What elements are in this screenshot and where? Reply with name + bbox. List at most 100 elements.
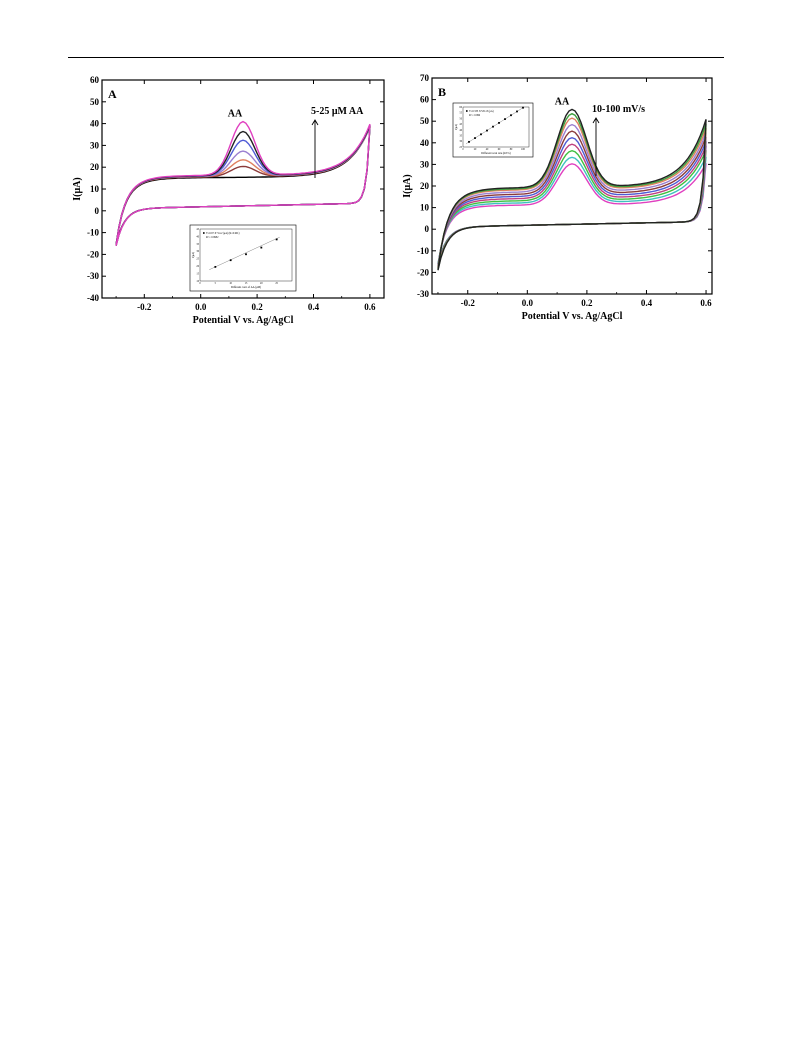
- inset-data-point: [214, 265, 217, 268]
- inset-data-point: [498, 121, 500, 124]
- inset-data-point: [245, 253, 247, 256]
- cv-series-7: [115, 120, 371, 246]
- inset-data-point: [486, 129, 488, 132]
- y-tick-label: 60: [90, 75, 100, 85]
- inset-x-tick-label: 20: [260, 282, 263, 285]
- inset-x-axis-label: Different scan rate (mV/s): [481, 152, 510, 155]
- panel-label: B: [438, 85, 446, 99]
- chart-a-svg: -0.2 0.0 0.2 0.4 0.6-40-30-20-10010203040506…: [72, 75, 385, 326]
- y-axis-label: I(μA): [72, 177, 83, 200]
- y-tick-label: 30: [420, 159, 430, 169]
- x-tick-label: -0.2: [461, 298, 476, 308]
- inset-y-axis-label: I(μA): [455, 124, 458, 130]
- y-tick-label: 10: [90, 184, 100, 194]
- inset-x-tick-label: 10: [229, 282, 232, 285]
- inset-y-tick-label: 25: [196, 258, 199, 261]
- trend-arrow-label: 10-100 mV/s: [592, 104, 645, 115]
- inset-legend-marker: [203, 232, 205, 234]
- inset-y-tick-label: 45: [459, 123, 462, 126]
- inset-legend-entry: R² = 0.9982: [206, 236, 219, 239]
- y-tick-label: -30: [417, 289, 429, 299]
- peak-label: AA: [228, 109, 243, 120]
- header-rule: [68, 57, 724, 58]
- inset-fit-line: [209, 236, 280, 270]
- chart-panel-a: -0.2 0.0 0.2 0.4 0.6 -40 -30 -20 -10 0 10 20 30 40 50 6…: [72, 70, 390, 340]
- inset-x-tick-label: 25: [275, 282, 278, 285]
- inset-y-tick-label: 60: [459, 106, 462, 109]
- inset-y-tick-label: 30: [196, 250, 199, 253]
- x-tick-label: 0.6: [700, 298, 712, 308]
- inset-x-tick-label: 100: [521, 148, 526, 151]
- inset-y-tick-label: 40: [459, 129, 462, 132]
- peak-label: AA: [555, 96, 570, 107]
- y-tick-label: 50: [420, 116, 430, 126]
- inset-data-point: [516, 110, 518, 113]
- inset-y-tick-label: 30: [459, 140, 462, 143]
- inset-y-tick-label: 15: [196, 272, 199, 275]
- x-axis-label: Potential V vs. Ag/AgCl: [522, 311, 623, 322]
- inset-plot-frame: [462, 106, 530, 148]
- y-tick-label: 40: [90, 119, 100, 129]
- y-tick-label: 0: [425, 224, 430, 234]
- x-tick-label: -0.2: [137, 302, 152, 312]
- y-tick-label: 40: [420, 138, 430, 148]
- inset-legend-marker: [466, 110, 468, 112]
- y-tick-label: -10: [87, 228, 99, 238]
- inset-x-tick-label: 80: [510, 148, 513, 151]
- y-tick-label: 30: [90, 140, 100, 150]
- x-axis-label: Potential V vs. Ag/AgCl: [193, 315, 294, 326]
- y-tick-label: 50: [90, 97, 100, 107]
- inset-data-point: [275, 238, 278, 241]
- y-tick-label: 60: [420, 95, 430, 105]
- inset-data-point: [492, 125, 494, 128]
- y-tick-label: 70: [420, 73, 430, 83]
- inset-x-axis-label: Different conc of AA (μM): [231, 286, 261, 289]
- inset-data-point: [468, 140, 470, 143]
- x-tick-label: 0.0: [522, 298, 534, 308]
- panel-label: A: [108, 87, 117, 101]
- cv-series-10: [437, 108, 707, 271]
- inset-frame: [189, 224, 297, 292]
- inset-x-tick-label: 0: [199, 282, 201, 285]
- inset-y-tick-label: 40: [196, 235, 199, 238]
- inset-frame: [452, 102, 534, 158]
- trend-arrow-label: 5-25 μM AA: [311, 106, 364, 117]
- inset-y-axis-label: I(μA): [192, 252, 195, 258]
- cv-series-2: [437, 156, 707, 264]
- inset-x-tick-label: 0: [462, 148, 464, 151]
- inset-y-tick-label: 35: [459, 134, 462, 137]
- inset-data-point: [474, 137, 476, 139]
- chart-panel-b: -0.2 0.0 0.2 0.4 0.6 -30 -20 -10 0 10 20 30 40 50 60 70…: [393, 70, 728, 340]
- y-tick-label: 20: [90, 162, 100, 172]
- inset-plot-frame: [199, 228, 293, 282]
- y-tick-label: 0: [95, 206, 100, 216]
- inset-legend-entry: R² = 0.999: [469, 114, 481, 117]
- y-tick-label: -20: [87, 249, 99, 259]
- inset-legend-entry: Y=0.333 X+26.13 (μA): [469, 110, 494, 113]
- inset-y-tick-label: 25: [459, 146, 462, 149]
- inset-x-tick-label: 15: [245, 282, 248, 285]
- inset-y-tick-label: 35: [196, 243, 199, 246]
- inset-x-tick-label: 60: [498, 148, 501, 151]
- inset-data-point: [229, 259, 232, 262]
- y-tick-label: -20: [417, 267, 429, 277]
- y-tick-label: 10: [420, 203, 430, 213]
- trend-arrow-head: [592, 117, 600, 124]
- x-tick-label: 0.2: [251, 302, 263, 312]
- inset-y-tick-label: 50: [459, 117, 462, 120]
- inset-data-point: [480, 133, 482, 136]
- inset-y-tick-label: 20: [196, 265, 199, 268]
- inset-legend-entry: Y=0.97 X+14.2 (μA) (R=0.991): [206, 232, 240, 235]
- x-tick-label: 0.4: [308, 302, 320, 312]
- y-tick-label: -40: [87, 293, 99, 303]
- y-tick-label: -30: [87, 271, 99, 281]
- inset-x-tick-label: 40: [486, 148, 489, 151]
- trend-arrow-head: [311, 119, 319, 126]
- chart-b-svg: -0.2 0.0 0.2 0.4 0.6 -30 -20 -10 0 10 20 30 40 50 60 70…: [402, 73, 713, 322]
- y-tick-label: -10: [417, 246, 429, 256]
- inset-y-tick-label: 55: [459, 112, 462, 115]
- x-tick-label: 0.4: [641, 298, 653, 308]
- y-tick-label: 20: [420, 181, 430, 191]
- inset-y-tick-label: 10: [196, 280, 199, 283]
- inset-x-tick-label: 5: [215, 282, 217, 285]
